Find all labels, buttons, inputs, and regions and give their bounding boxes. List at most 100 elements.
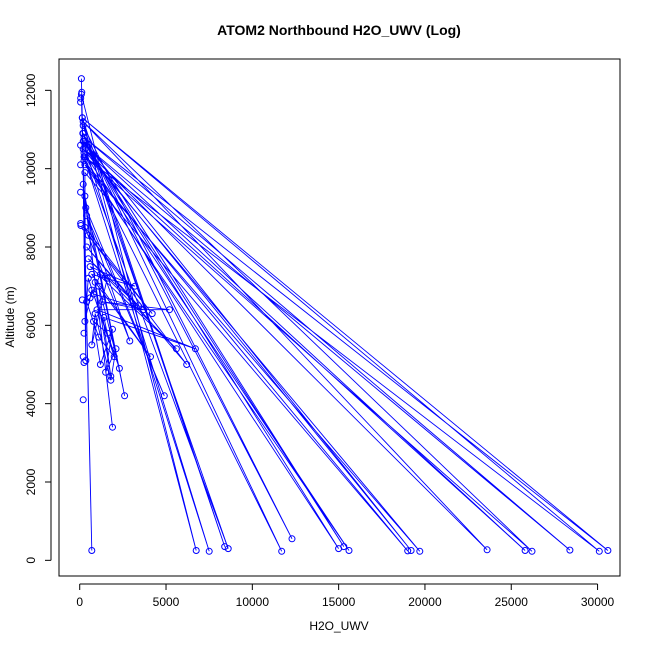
data-point [81, 141, 89, 149]
data-point [77, 188, 85, 196]
data-point [595, 547, 603, 555]
y-tick-label: 0 [24, 557, 38, 564]
data-point [77, 141, 85, 149]
y-axis: 0 2000 4000 6000 8000 10000 12000 [24, 73, 52, 564]
data-point [345, 547, 353, 554]
y-tick-label: 4000 [24, 390, 38, 417]
data-point [604, 547, 612, 554]
data-point [483, 546, 491, 554]
data-point [93, 306, 101, 314]
y-tick-label: 6000 [24, 312, 38, 339]
data-point [81, 169, 89, 177]
data-point [100, 314, 108, 321]
data-point [95, 282, 103, 290]
x-tick-label: 15000 [322, 595, 356, 609]
data-point [183, 361, 191, 368]
data-point [83, 243, 91, 251]
data-point [192, 547, 200, 554]
data-point [88, 286, 96, 294]
data-point [103, 274, 111, 282]
data-point [140, 306, 148, 314]
data-point [77, 75, 85, 83]
data-point [79, 396, 87, 404]
data-point [107, 372, 115, 380]
data-point [288, 535, 296, 543]
data-point [81, 161, 89, 169]
y-tick-label: 12000 [24, 73, 38, 107]
data-point [126, 337, 134, 345]
data-point [82, 204, 90, 212]
x-axis: 0 5000 10000 15000 20000 25000 30000 [76, 583, 615, 609]
data-point [91, 310, 99, 318]
data-point [166, 306, 173, 314]
data-point [81, 223, 89, 231]
data-point [148, 310, 156, 318]
series-line [80, 78, 609, 552]
data-point [88, 270, 96, 278]
data-point [79, 180, 87, 188]
y-tick-label: 8000 [24, 233, 38, 260]
data-point [81, 192, 89, 200]
data-point [98, 298, 106, 306]
data-point [147, 353, 154, 361]
data-point [86, 263, 94, 271]
data-point [95, 333, 103, 341]
data-point [84, 255, 92, 263]
data-point [91, 278, 99, 286]
data-point [80, 149, 88, 157]
y-tick-label: 2000 [24, 468, 38, 495]
data-point [88, 547, 96, 554]
data-point [131, 282, 139, 290]
data-point [84, 231, 92, 239]
data-point [80, 133, 88, 141]
data-point [77, 161, 85, 169]
series-points [77, 75, 612, 555]
data-point [521, 547, 529, 554]
data-point [90, 290, 97, 298]
data-point [160, 392, 168, 400]
data-point [224, 545, 232, 553]
data-point [96, 361, 104, 368]
x-tick-label: 0 [76, 595, 83, 609]
data-point [86, 294, 94, 302]
x-tick-label: 25000 [495, 595, 529, 609]
data-point [79, 118, 87, 126]
data-point [407, 547, 415, 554]
data-point [103, 329, 111, 337]
data-point [109, 423, 116, 431]
y-tick-label: 10000 [24, 152, 38, 186]
data-point [96, 270, 104, 278]
data-point [528, 547, 536, 555]
data-point [404, 547, 412, 555]
data-point [107, 376, 115, 384]
data-point [78, 114, 86, 122]
data-point [566, 546, 574, 554]
x-tick-label: 30000 [581, 595, 615, 609]
data-point [109, 325, 116, 333]
data-point [102, 368, 110, 376]
data-point [172, 345, 180, 353]
data-point [77, 222, 85, 229]
data-point [110, 353, 118, 361]
data-point [112, 345, 120, 353]
data-point [191, 345, 199, 353]
x-tick-label: 20000 [408, 595, 442, 609]
y-axis-label: Altitude (m) [3, 286, 17, 347]
data-point [80, 157, 88, 165]
data-point [81, 317, 89, 325]
data-point [84, 274, 92, 282]
data-point [78, 296, 86, 304]
data-point [80, 329, 88, 337]
series-lines [80, 78, 609, 552]
data-point [77, 98, 85, 106]
data-point [205, 547, 213, 555]
data-point [121, 392, 129, 400]
data-point [80, 359, 88, 366]
x-tick-label: 10000 [236, 595, 270, 609]
data-point [80, 153, 88, 161]
data-point [278, 547, 286, 555]
data-point [79, 129, 87, 137]
data-point [221, 543, 229, 551]
data-point [83, 212, 91, 220]
